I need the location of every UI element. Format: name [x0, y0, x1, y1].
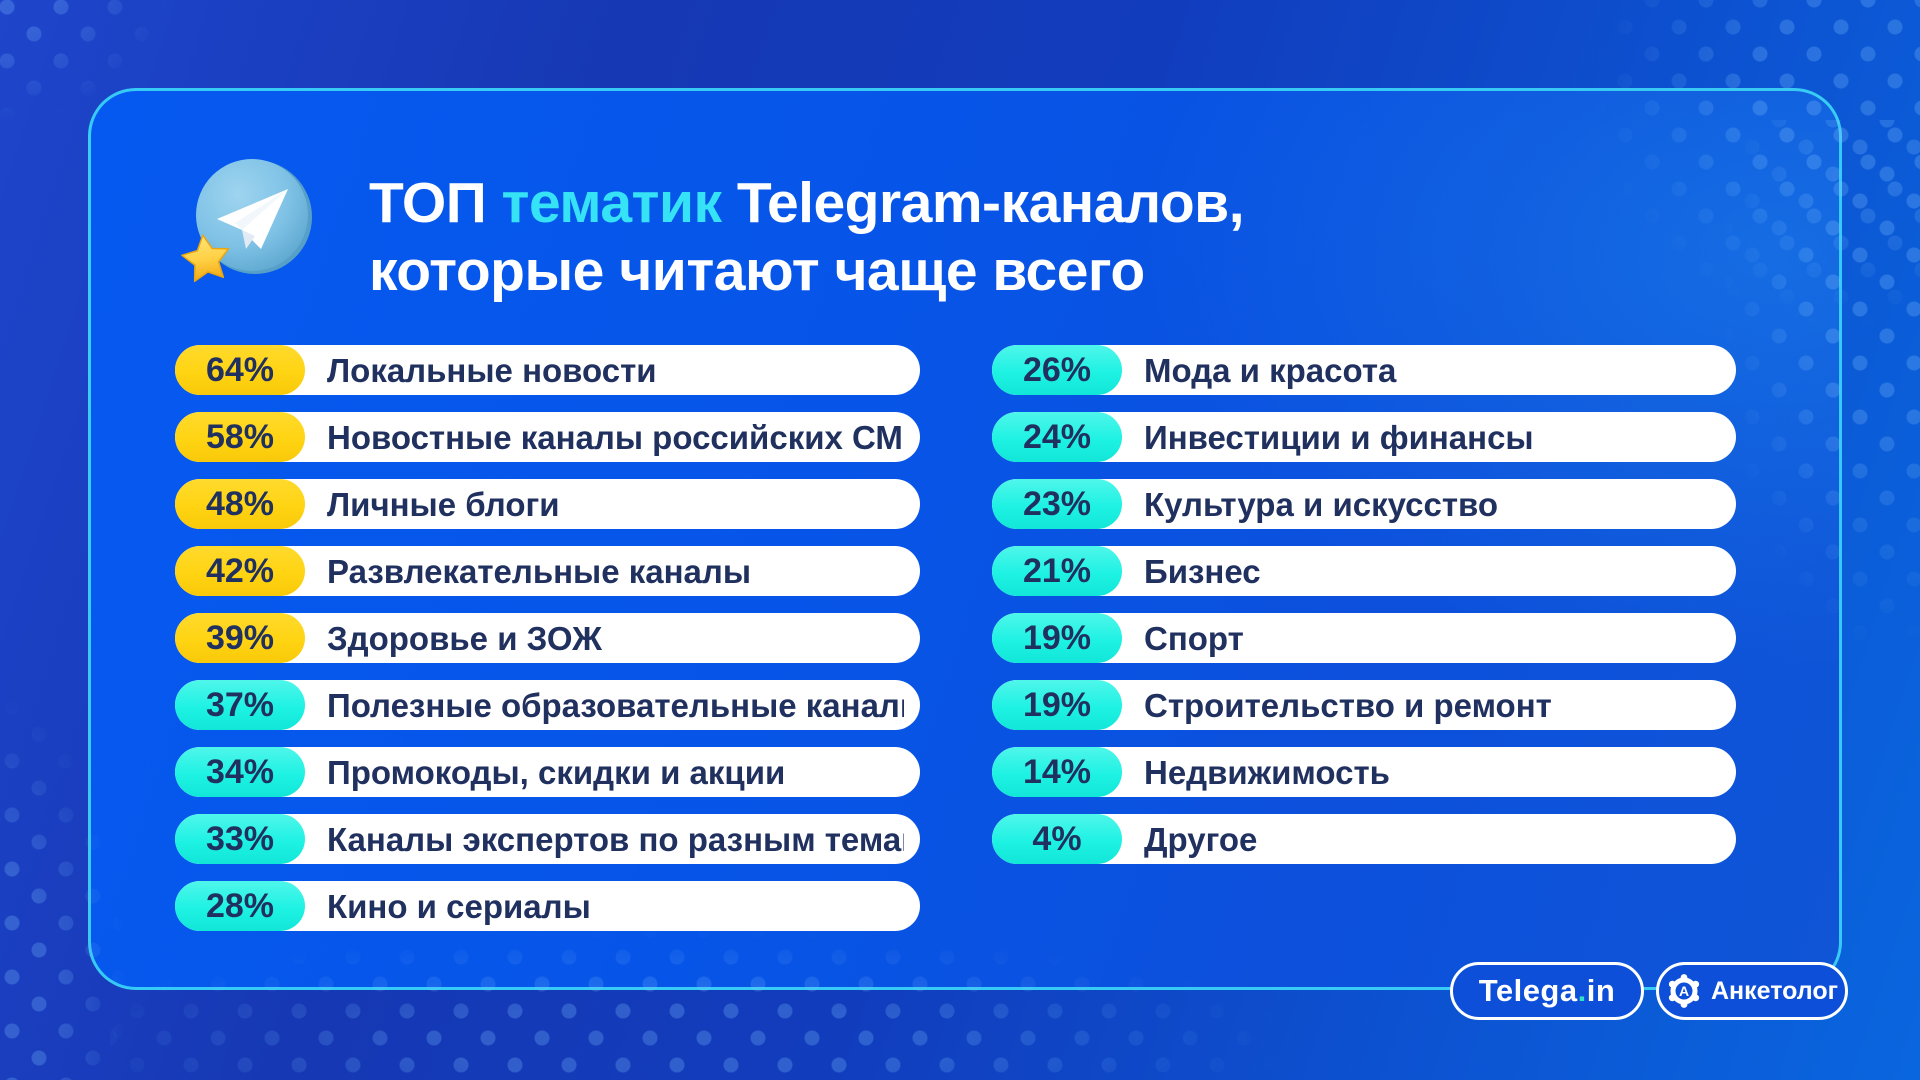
topic-row: 24% Инвестиции и финансы: [992, 412, 1736, 462]
telega-name: Telega: [1478, 973, 1578, 1008]
topic-row: 42% Развлекательные каналы: [175, 546, 920, 596]
star-icon: [181, 234, 230, 283]
telega-tld: in: [1586, 973, 1616, 1008]
topic-row: 48% Личные блоги: [175, 479, 920, 529]
percent-badge: 24%: [992, 412, 1122, 462]
title-highlight: тематик: [501, 171, 722, 236]
topic-row: 37% Полезные образовательные каналы: [175, 680, 920, 730]
percent-badge: 48%: [175, 479, 305, 529]
topic-label: Строительство и ремонт: [1144, 687, 1552, 724]
topic-row: 34% Промокоды, скидки и акции: [175, 747, 920, 797]
title-rest: Telegram-каналов,: [721, 171, 1245, 236]
topic-row: 64% Локальные новости: [175, 345, 920, 395]
percent-badge: 37%: [175, 680, 305, 730]
percent-badge: 39%: [175, 613, 305, 663]
topic-label: Недвижимость: [1144, 754, 1390, 791]
topic-row: 14% Недвижимость: [992, 747, 1736, 797]
percent-badge: 28%: [175, 881, 305, 931]
percent-badge: 42%: [175, 546, 305, 596]
topic-label: Мода и красота: [1144, 352, 1397, 389]
telega-dot: .: [1577, 973, 1587, 1008]
percent-badge: 26%: [992, 345, 1122, 395]
topic-row: 19% Строительство и ремонт: [992, 680, 1736, 730]
topic-label: Каналы экспертов по разным темам: [327, 821, 904, 858]
topic-label: Инвестиции и финансы: [1144, 419, 1534, 456]
topic-row: 28% Кино и сериалы: [175, 881, 920, 931]
topic-label: Развлекательные каналы: [327, 553, 752, 590]
percent-badge: 19%: [992, 613, 1122, 663]
percent-badge: 34%: [175, 747, 305, 797]
topic-label: Кино и сериалы: [327, 888, 591, 925]
percent-badge: 21%: [992, 546, 1122, 596]
topic-label: Новостные каналы российских СМИ: [327, 419, 904, 456]
percent-badge: 58%: [175, 412, 305, 462]
percent-badge: 33%: [175, 814, 305, 864]
topic-row: 19% Спорт: [992, 613, 1736, 663]
svg-text:А: А: [1679, 983, 1689, 999]
anketolog-gear-icon: А: [1668, 974, 1700, 1008]
topic-row: 33% Каналы экспертов по разным темам: [175, 814, 920, 864]
topic-row: 4% Другое: [992, 814, 1736, 864]
topic-row: 23% Культура и искусство: [992, 479, 1736, 529]
topic-label: Промокоды, скидки и акции: [327, 754, 786, 791]
percent-badge: 19%: [992, 680, 1122, 730]
topic-label: Локальные новости: [327, 352, 657, 389]
topic-label: Бизнес: [1144, 553, 1261, 590]
main-panel: ТОП тематик Telegram-каналов, которые чи…: [88, 88, 1842, 990]
telega-in-button[interactable]: Telega. in: [1450, 962, 1644, 1020]
percent-badge: 14%: [992, 747, 1122, 797]
page-title: ТОП тематик Telegram-каналов, которые чи…: [369, 169, 1245, 305]
topic-label: Культура и искусство: [1144, 486, 1499, 523]
telegram-icon: [181, 159, 312, 283]
anketolog-label: Анкетолог: [1710, 976, 1839, 1005]
topic-label: Личные блоги: [327, 486, 560, 523]
anketolog-button[interactable]: А Анкетолог: [1656, 962, 1848, 1020]
title-lead: ТОП: [369, 171, 502, 236]
column-left: 64% Локальные новости 58% Новостные кана…: [175, 345, 920, 948]
topic-row: 21% Бизнес: [992, 546, 1736, 596]
percent-badge: 4%: [992, 814, 1122, 864]
topic-row: 39% Здоровье и ЗОЖ: [175, 613, 920, 663]
topic-row: 58% Новостные каналы российских СМИ: [175, 412, 920, 462]
topic-label: Другое: [1144, 821, 1258, 858]
title-line2: которые читают чаще всего: [369, 239, 1145, 304]
paper-plane-icon: [217, 189, 288, 249]
column-right: 26% Мода и красота 24% Инвестиции и фина…: [992, 345, 1736, 881]
percent-badge: 23%: [992, 479, 1122, 529]
topic-label: Здоровье и ЗОЖ: [327, 620, 602, 657]
topic-row: 26% Мода и красота: [992, 345, 1736, 395]
topic-label: Полезные образовательные каналы: [327, 687, 904, 724]
percent-badge: 64%: [175, 345, 305, 395]
topic-label: Спорт: [1144, 620, 1244, 657]
